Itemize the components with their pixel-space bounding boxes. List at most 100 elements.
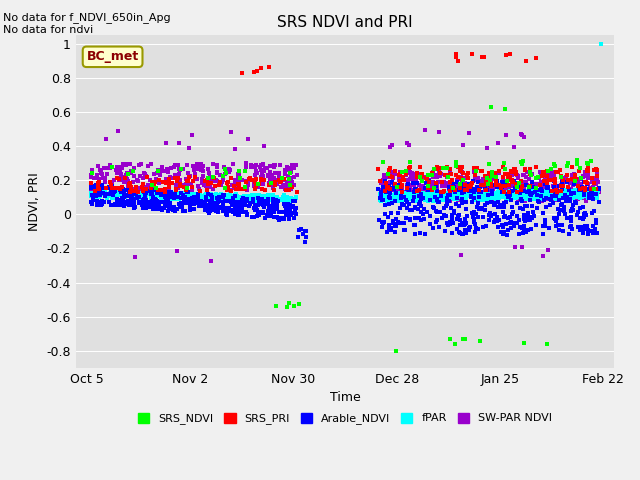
Point xyxy=(585,193,595,201)
Point xyxy=(428,168,438,176)
Point xyxy=(286,211,296,218)
Point xyxy=(445,193,456,201)
Point xyxy=(125,190,135,198)
Point xyxy=(214,204,224,212)
Point xyxy=(543,190,553,197)
Point xyxy=(282,197,292,204)
Point xyxy=(175,192,186,200)
Point xyxy=(129,191,140,198)
Point xyxy=(472,199,483,206)
Point xyxy=(225,192,235,200)
Point xyxy=(203,191,213,198)
Point xyxy=(516,186,527,194)
Point xyxy=(438,192,449,200)
Point xyxy=(410,191,420,198)
Point xyxy=(146,203,156,211)
Point xyxy=(518,339,529,347)
Point xyxy=(492,178,502,186)
Point xyxy=(189,167,200,174)
Point xyxy=(151,205,161,213)
Point xyxy=(280,203,290,210)
Point xyxy=(164,191,174,198)
Point xyxy=(442,194,452,202)
Point xyxy=(284,208,294,216)
Point xyxy=(126,189,136,196)
Point xyxy=(148,192,159,200)
Point xyxy=(497,182,508,190)
Point xyxy=(449,189,459,197)
Point xyxy=(269,174,279,182)
Point xyxy=(499,159,509,167)
Point xyxy=(545,187,556,195)
Point xyxy=(97,200,108,208)
Point xyxy=(547,194,557,202)
Point xyxy=(212,194,222,202)
Point xyxy=(376,195,386,203)
Point xyxy=(526,192,536,199)
Point xyxy=(525,216,535,224)
Point xyxy=(412,187,422,194)
Point xyxy=(561,193,572,201)
Point xyxy=(513,191,524,199)
Point xyxy=(156,192,166,199)
Point xyxy=(491,181,501,189)
Point xyxy=(437,215,447,222)
Point xyxy=(554,210,564,218)
Point xyxy=(404,168,415,176)
Point xyxy=(228,192,238,200)
Point xyxy=(591,179,601,186)
Point xyxy=(278,193,289,201)
Point xyxy=(392,193,403,201)
Point xyxy=(589,193,599,201)
Point xyxy=(445,166,455,173)
Point xyxy=(141,196,151,204)
Point xyxy=(583,192,593,199)
Point xyxy=(214,178,225,186)
Point xyxy=(175,180,186,188)
Point xyxy=(461,188,471,196)
Point xyxy=(451,200,461,207)
Point xyxy=(409,181,419,189)
Point xyxy=(126,167,136,174)
Point xyxy=(269,161,279,169)
Point xyxy=(422,208,433,216)
Point xyxy=(394,177,404,184)
Point xyxy=(538,209,548,217)
Point xyxy=(431,218,441,226)
Point xyxy=(252,192,262,200)
Point xyxy=(194,185,204,192)
Point xyxy=(385,189,396,196)
Point xyxy=(96,201,106,209)
Point xyxy=(215,171,225,179)
Point xyxy=(563,183,573,191)
Point xyxy=(268,196,278,204)
Point xyxy=(513,181,524,189)
Point xyxy=(420,193,430,201)
Point xyxy=(244,203,254,210)
Point xyxy=(558,177,568,184)
Point xyxy=(113,188,123,196)
Point xyxy=(86,171,96,179)
Point xyxy=(476,188,486,195)
Point xyxy=(498,230,508,238)
Point xyxy=(538,223,548,230)
Point xyxy=(149,193,159,201)
Point xyxy=(109,191,119,198)
Point xyxy=(197,167,207,174)
Point xyxy=(579,192,589,200)
Point xyxy=(413,200,424,208)
Point xyxy=(274,196,284,204)
Point xyxy=(482,195,492,203)
Point xyxy=(260,192,271,200)
Point xyxy=(471,167,481,175)
Point xyxy=(403,176,413,184)
Point xyxy=(118,188,128,196)
Point xyxy=(107,180,117,187)
Point xyxy=(99,191,109,199)
Point xyxy=(551,222,561,230)
Point xyxy=(271,213,281,221)
Point xyxy=(253,211,264,218)
Point xyxy=(220,184,230,192)
Point xyxy=(490,178,500,185)
Point xyxy=(520,217,531,225)
